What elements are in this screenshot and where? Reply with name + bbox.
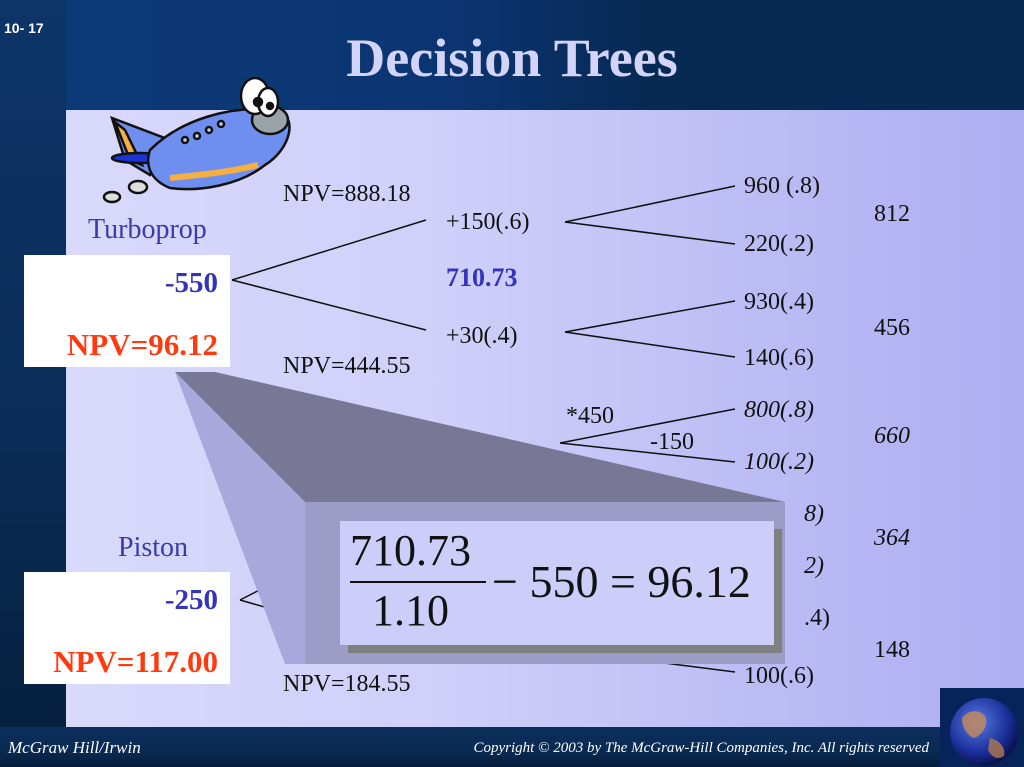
turboprop-mid-value: 710.73	[446, 263, 518, 292]
globe-icon	[950, 698, 1018, 766]
turboprop-up-npv: NPV=888.18	[283, 181, 411, 207]
formula-denominator: 1.10	[372, 586, 449, 635]
turboprop-down-node: +30(.4)	[446, 323, 518, 349]
turboprop-npv: NPV=96.12	[66, 327, 218, 362]
outcome-partial-4: .4)	[804, 605, 830, 631]
turboprop-down-npv: NPV=444.55	[283, 353, 411, 379]
outcome-100-b: 100(.6)	[744, 663, 814, 689]
formula-fraction-bar	[350, 581, 486, 583]
formula-numerator: 710.73	[350, 526, 471, 575]
formula-result: − 550 = 96.12	[492, 556, 751, 607]
outcome-100-a: 100(.2)	[744, 449, 814, 475]
piston-down-npv: NPV=184.55	[283, 671, 411, 697]
turboprop-box: -550 NPV=96.12	[24, 255, 230, 367]
title-band	[66, 0, 1024, 110]
outcome-partial-2: 2)	[804, 553, 824, 579]
page-title: Decision Trees	[346, 28, 678, 88]
piston-annotation-minus150: -150	[650, 429, 694, 455]
outcome-800: 800(.8)	[744, 397, 814, 423]
footer-copyright: Copyright © 2003 by The McGraw-Hill Comp…	[473, 740, 929, 756]
turboprop-up-node: +150(.6)	[446, 209, 530, 235]
expected-148: 148	[874, 637, 910, 663]
outcome-960: 960 (.8)	[744, 173, 820, 199]
outcome-930: 930(.4)	[744, 289, 814, 315]
outcome-140: 140(.6)	[744, 345, 814, 371]
turboprop-label: Turboprop	[88, 214, 207, 245]
formula-box: 710.73 1.10 − 550 = 96.12	[340, 521, 774, 645]
piston-annotation-450: *450	[566, 403, 614, 429]
outcome-partial-8: 8)	[804, 501, 824, 527]
globe-logo	[940, 688, 1024, 767]
outcome-220: 220(.2)	[744, 231, 814, 257]
footer-band	[0, 727, 1024, 767]
expected-660: 660	[874, 423, 910, 449]
expected-364: 364	[874, 525, 910, 551]
turboprop-cost: -550	[164, 267, 218, 299]
piston-cost: -250	[164, 584, 218, 616]
slide-number: 10- 17	[4, 20, 44, 36]
piston-npv: NPV=117.00	[53, 644, 218, 679]
piston-label: Piston	[118, 532, 189, 563]
expected-812: 812	[874, 201, 910, 227]
piston-box: -250 NPV=117.00	[24, 572, 230, 684]
expected-456: 456	[874, 315, 910, 341]
footer-publisher: McGraw Hill/Irwin	[8, 738, 141, 757]
